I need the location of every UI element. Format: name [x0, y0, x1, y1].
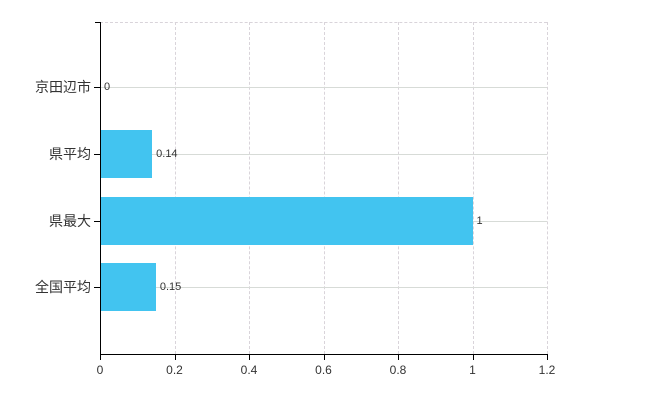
category-gridline: [100, 287, 547, 289]
x-axis-tick: [100, 354, 101, 360]
y-axis-end-tick: [95, 22, 100, 23]
x-tick-label: 0.6: [315, 363, 332, 377]
bar: [100, 196, 473, 245]
vertical-gridline: [472, 22, 474, 354]
x-tick-label: 0.8: [389, 363, 407, 377]
category-label: 県平均: [49, 145, 91, 162]
vertical-gridline: [398, 22, 399, 354]
category-gridline: [100, 87, 547, 88]
y-axis-tick: [94, 87, 100, 88]
value-label: 1: [476, 214, 483, 227]
category-label: 全国平均: [35, 279, 91, 296]
category-gridline: [100, 153, 547, 155]
x-axis-tick: [472, 354, 474, 360]
vertical-gridline: [249, 22, 250, 354]
x-tick-label: 1: [469, 363, 476, 377]
bar: [100, 129, 153, 178]
x-axis-tick: [249, 354, 250, 360]
bar: [100, 263, 156, 312]
vertical-gridline: [547, 22, 548, 354]
x-axis: [100, 354, 548, 355]
category-label: 京田辺市: [35, 79, 91, 95]
value-label: 0.15: [159, 281, 182, 294]
y-axis-tick: [94, 153, 100, 155]
x-axis-tick: [547, 354, 548, 360]
x-tick-label: 0.2: [166, 363, 183, 377]
vertical-gridline: [323, 22, 325, 354]
value-label: 0.14: [156, 147, 178, 160]
x-tick-label: 0: [96, 363, 104, 377]
y-axis: [100, 22, 101, 354]
value-label: 0: [104, 81, 111, 93]
x-tick-label: 1.2: [538, 363, 556, 377]
y-axis-tick: [94, 287, 100, 289]
vertical-gridline: [174, 22, 176, 354]
category-label: 県最大: [49, 212, 91, 229]
x-axis-tick: [323, 354, 325, 360]
x-axis-tick: [398, 354, 399, 360]
y-axis-tick: [94, 220, 100, 222]
x-axis-tick: [174, 354, 176, 360]
x-tick-label: 0.4: [240, 363, 258, 377]
